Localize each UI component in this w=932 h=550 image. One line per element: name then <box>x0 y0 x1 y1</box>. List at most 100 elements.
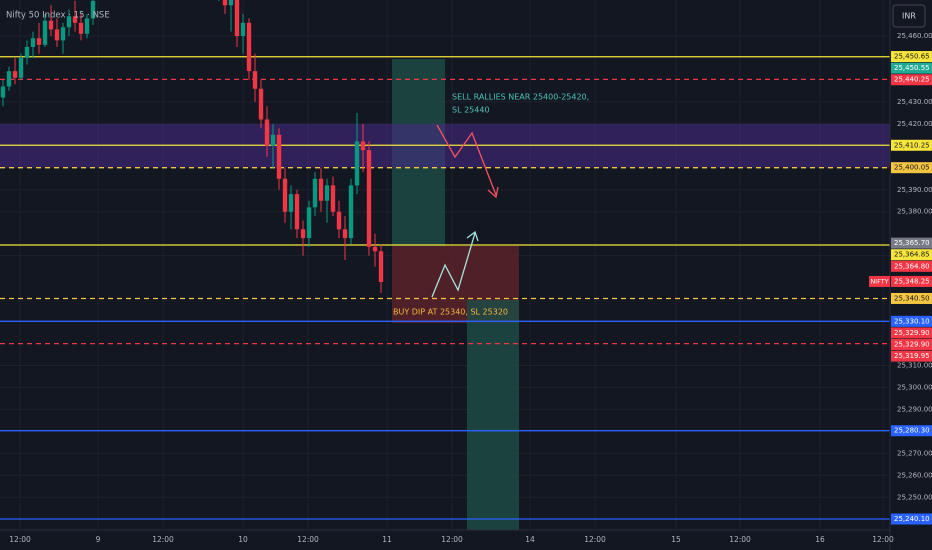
buy-note: BUY DIP AT 25340, SL 25320 <box>393 308 508 317</box>
candle-body <box>264 119 270 146</box>
price-tag <box>891 513 932 525</box>
price-tick-label: 25,420.00 <box>897 120 932 128</box>
time-label: 12:00 <box>584 535 606 544</box>
candle-body <box>54 29 60 41</box>
buy-arrow <box>431 232 476 298</box>
currency-box[interactable] <box>892 4 926 28</box>
symbol-title: Nifty 50 Index · 15 · NSE <box>6 11 110 21</box>
candle-body <box>84 18 90 34</box>
price-tag-label: 25,364.85 <box>894 251 930 259</box>
candle-body <box>354 141 360 186</box>
candle-body <box>72 16 78 23</box>
price-tag-label: 25,348.25 <box>894 277 930 285</box>
price-tag-label: 25,400.05 <box>894 164 930 172</box>
price-tick-label: 25,430.00 <box>897 98 932 106</box>
sell-arrowhead <box>487 186 499 199</box>
price-tag <box>891 139 932 151</box>
candle-body <box>258 88 264 120</box>
price-tag <box>891 249 932 261</box>
price-tag-label: 25,329.90 <box>894 341 930 349</box>
price-tag <box>891 74 932 86</box>
candle-body <box>372 246 378 252</box>
candle-body <box>324 185 330 201</box>
candle-body <box>36 38 42 45</box>
candle-body <box>78 22 84 34</box>
price-tick-label: 25,460.00 <box>897 32 932 40</box>
candle-body <box>336 211 342 230</box>
price-tag-label: 25,329.90 <box>894 329 930 337</box>
candle-body <box>228 0 234 6</box>
candle-body <box>246 22 252 72</box>
price-tick-label: 25,300.00 <box>897 383 932 391</box>
candle-body <box>48 20 54 30</box>
price-tag-label: 25,240.10 <box>894 515 930 523</box>
time-label: 12:00 <box>9 535 31 544</box>
buy-arrowhead <box>466 230 479 242</box>
candle-body <box>306 207 312 239</box>
candle-body <box>318 178 324 201</box>
time-label: 12:00 <box>872 535 894 544</box>
candle-body <box>294 194 300 230</box>
time-label: 16 <box>815 535 825 544</box>
time-label: 12:00 <box>441 535 463 544</box>
candle-body <box>24 46 30 58</box>
price-tag-label: 25,450.55 <box>894 64 930 72</box>
price-tick-label: 25,260.00 <box>897 471 932 479</box>
target-box <box>467 300 519 530</box>
time-label: 15 <box>671 535 681 544</box>
currency[interactable]: INR <box>902 12 916 21</box>
candle-body <box>222 0 228 6</box>
candle-body <box>0 86 6 98</box>
candle-body <box>6 71 12 87</box>
candle-body <box>252 71 258 89</box>
candle-body <box>312 178 318 208</box>
sell-note: SL 25440 <box>452 106 490 115</box>
price-tag <box>891 339 932 351</box>
price-tag-label: 25,410.25 <box>894 141 930 149</box>
price-tag <box>891 260 932 272</box>
price-tag-label: 25,340.50 <box>894 294 930 302</box>
time-label: 12:00 <box>297 535 319 544</box>
candle-body <box>234 0 240 36</box>
candle-body <box>366 150 372 247</box>
price-tag-label: 25,365.70 <box>894 239 930 247</box>
price-tick-label: 25,270.00 <box>897 449 932 457</box>
candle-body <box>12 71 18 78</box>
candle-body <box>270 134 276 146</box>
price-tick-label: 25,310.00 <box>897 361 932 369</box>
price-tag <box>891 162 932 174</box>
price-tick-label: 25,250.00 <box>897 493 932 501</box>
candle-body <box>240 22 246 36</box>
price-tag-label: 25,280.30 <box>894 427 930 435</box>
price-tag <box>891 292 932 304</box>
candle-body <box>300 229 306 239</box>
price-tag <box>891 315 932 327</box>
candle-body <box>42 20 48 45</box>
candle-body <box>288 194 294 212</box>
price-tag-label: 25,450.65 <box>894 53 930 61</box>
candle-body <box>18 57 24 78</box>
price-tag-label: 25,330.10 <box>894 317 930 325</box>
symbol-tag-label: NIFTY <box>870 277 888 285</box>
candle-body <box>282 178 288 212</box>
candle-body <box>378 251 384 283</box>
price-tag <box>891 275 932 287</box>
time-label: 11 <box>382 535 392 544</box>
candle-body <box>60 27 66 41</box>
candle-body <box>30 38 36 47</box>
candle-body <box>348 185 354 239</box>
time-label: 9 <box>96 535 101 544</box>
price-tick-label: 25,390.00 <box>897 186 932 194</box>
price-tag-label: 25,364.80 <box>894 262 930 270</box>
price-tag-label: 25,319.95 <box>894 352 930 360</box>
candle-body <box>276 134 282 179</box>
time-label: 12:00 <box>152 535 174 544</box>
symbol-tag <box>869 275 890 287</box>
candle-body <box>90 0 96 19</box>
price-tag <box>891 425 932 437</box>
price-tag <box>891 350 932 362</box>
sell-note: SELL RALLIES NEAR 25400-25420, <box>452 93 589 102</box>
sell-arrow <box>436 124 497 196</box>
